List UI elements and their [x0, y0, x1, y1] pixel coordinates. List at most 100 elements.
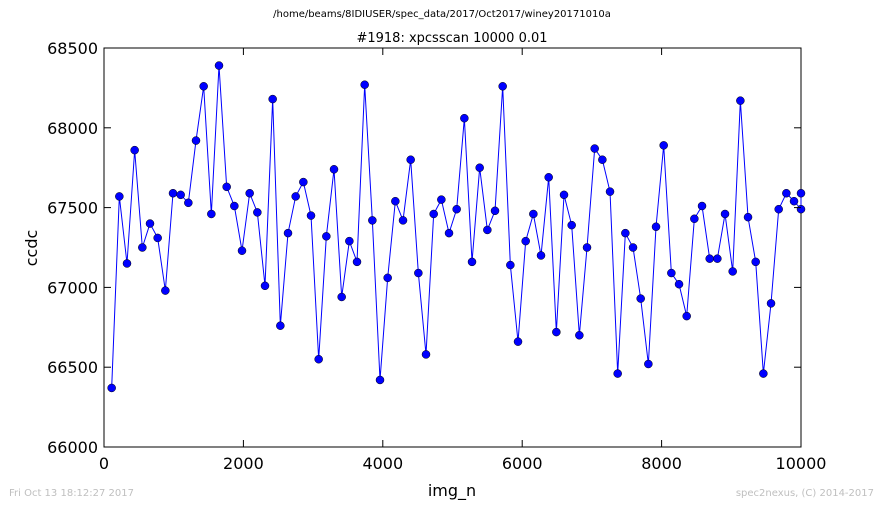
data-point — [590, 144, 599, 153]
data-point — [667, 268, 676, 278]
data-point — [176, 190, 185, 200]
y-tick-label: 68000 — [47, 119, 98, 138]
data-point — [375, 375, 385, 385]
x-tick-label: 4000 — [362, 454, 403, 473]
data-point — [552, 327, 561, 337]
chart-marks — [107, 61, 806, 393]
data-point — [283, 228, 293, 238]
data-point — [153, 233, 162, 243]
data-point — [460, 113, 469, 123]
data-point — [636, 294, 645, 303]
data-point — [674, 279, 684, 289]
data-point — [299, 177, 308, 187]
figure-suptitle: /home/beams/8IDIUSER/spec_data/2017/Oct2… — [273, 9, 611, 20]
x-tick-label: 2000 — [223, 454, 264, 473]
data-point — [161, 286, 170, 295]
data-point — [751, 257, 760, 267]
y-tick-label: 66500 — [47, 358, 98, 377]
data-point — [682, 311, 691, 321]
data-point — [613, 369, 622, 378]
data-point — [260, 281, 270, 291]
data-point — [322, 232, 331, 241]
data-point — [291, 192, 300, 201]
chart-title: #1918: xpcsscan 10000 0.01 — [356, 31, 547, 46]
data-point — [567, 220, 576, 230]
data-point — [391, 196, 400, 206]
data-point — [582, 243, 592, 252]
data-point — [145, 219, 155, 228]
data-point — [245, 188, 254, 198]
data-point — [352, 257, 362, 267]
data-point — [437, 195, 446, 204]
y-tick-label: 67500 — [47, 199, 98, 218]
data-point — [490, 206, 500, 216]
y-axis-label: ccdc — [22, 230, 41, 267]
data-point — [498, 82, 507, 91]
data-point — [398, 216, 408, 225]
data-point — [214, 61, 224, 70]
data-point — [774, 204, 783, 214]
data-point — [406, 155, 415, 164]
chart-axes: 0 2000 4000 6000 8000 10000 66000 66500 67000 675… — [47, 39, 826, 473]
data-point — [736, 96, 745, 105]
data-point — [728, 267, 737, 276]
data-point — [598, 155, 607, 164]
data-point — [467, 257, 477, 267]
data-point — [529, 209, 538, 219]
data-point — [306, 211, 316, 220]
y-tick-label: 68500 — [47, 39, 98, 58]
data-point — [483, 225, 492, 235]
data-point — [796, 204, 806, 214]
x-tick-label: 6000 — [502, 454, 543, 473]
data-point — [559, 190, 569, 200]
data-point — [720, 209, 730, 219]
data-point — [789, 196, 799, 206]
data-point — [705, 254, 714, 263]
data-point — [421, 350, 431, 359]
data-point — [429, 209, 438, 219]
series-line — [111, 65, 802, 388]
data-point — [759, 369, 768, 378]
data-point — [651, 222, 661, 232]
footer-timestamp: Fri Oct 13 18:12:27 2017 — [9, 488, 135, 499]
data-point — [621, 228, 630, 238]
data-point — [475, 163, 484, 172]
x-tick-label: 0 — [99, 454, 109, 473]
data-point — [743, 212, 753, 222]
data-point — [766, 299, 776, 308]
data-point — [345, 236, 354, 246]
data-point — [628, 243, 638, 252]
data-point — [230, 201, 239, 211]
data-point — [368, 216, 377, 225]
data-point — [276, 321, 285, 330]
y-tick-label: 67000 — [47, 278, 98, 297]
data-point — [207, 209, 216, 219]
x-tick-label: 8000 — [641, 454, 682, 473]
data-point — [237, 246, 247, 255]
data-point — [383, 273, 392, 283]
data-point — [575, 331, 584, 340]
data-point — [644, 359, 653, 369]
data-point — [544, 173, 553, 182]
data-point — [138, 243, 147, 252]
data-point — [360, 80, 369, 89]
y-tick-label: 66000 — [47, 438, 98, 457]
data-point — [199, 82, 208, 91]
data-point — [222, 182, 231, 192]
data-point — [782, 188, 791, 198]
data-point — [268, 94, 277, 104]
data-point — [506, 260, 515, 270]
data-point — [253, 208, 262, 217]
data-point — [329, 165, 339, 174]
data-point — [337, 292, 346, 302]
data-point — [690, 214, 699, 224]
x-axis-label: img_n — [428, 481, 476, 501]
data-point — [130, 145, 139, 155]
data-point — [521, 236, 530, 246]
data-point — [697, 201, 707, 211]
data-point — [796, 188, 806, 198]
data-point — [115, 192, 124, 201]
data-point — [713, 254, 722, 263]
x-tick-label: 10000 — [776, 454, 827, 473]
plot-frame — [103, 47, 802, 448]
